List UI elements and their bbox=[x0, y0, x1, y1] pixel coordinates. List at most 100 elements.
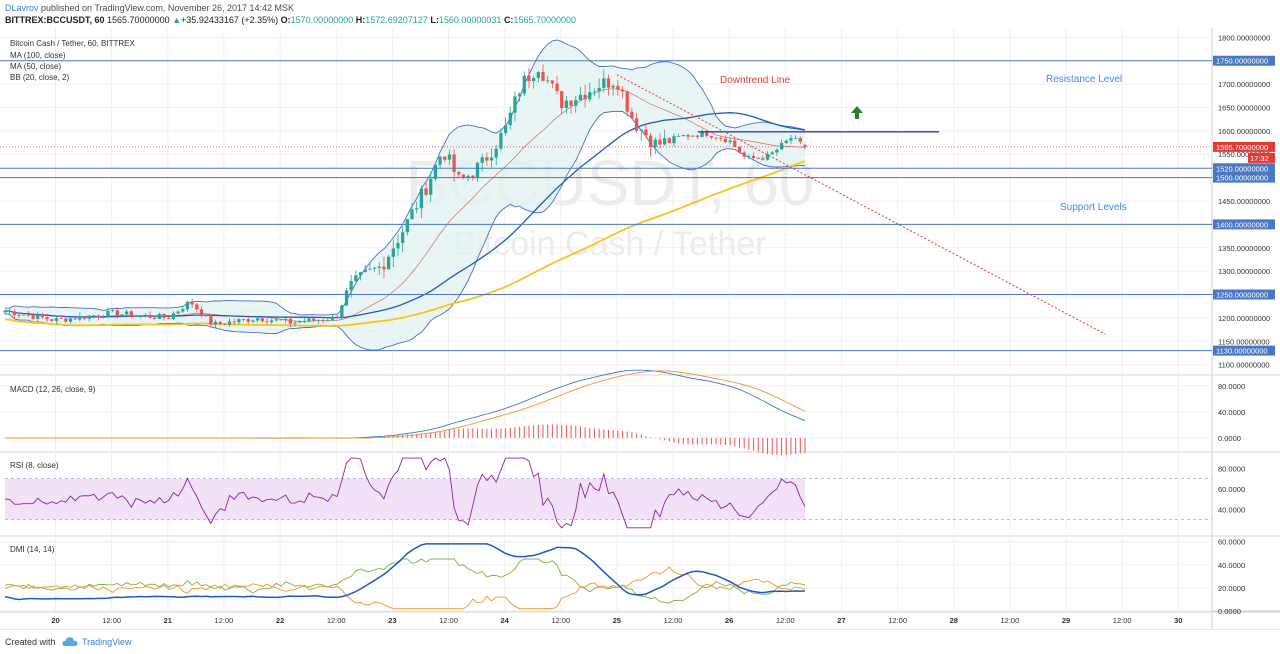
candle-body bbox=[723, 138, 728, 143]
watermark-name: Bitcoin Cash / Tether bbox=[453, 225, 766, 263]
candle-body bbox=[298, 321, 302, 323]
candle-body bbox=[471, 175, 475, 178]
candle-body bbox=[648, 135, 653, 147]
candle-body bbox=[218, 321, 222, 324]
candle-body bbox=[335, 316, 339, 318]
candle-body bbox=[663, 138, 667, 145]
candle-body bbox=[120, 314, 124, 317]
rsi-axis-label: 60.0000 bbox=[1218, 485, 1245, 494]
up-arrow-icon: ▲ bbox=[172, 15, 182, 25]
candle-body bbox=[148, 314, 152, 318]
candle-body bbox=[274, 319, 278, 321]
candle-body bbox=[770, 152, 774, 155]
candle-body bbox=[700, 131, 704, 137]
candle-body bbox=[386, 256, 391, 270]
candle-body bbox=[686, 134, 690, 137]
macd-axis-label: 40.0000 bbox=[1218, 408, 1245, 417]
time-axis-label: 12:00 bbox=[215, 616, 234, 625]
candle-body bbox=[630, 111, 634, 119]
ma100-line bbox=[4, 160, 806, 327]
candle-body bbox=[288, 318, 293, 324]
candle-body bbox=[751, 155, 756, 158]
candle-body bbox=[574, 100, 578, 106]
candle-body bbox=[705, 131, 709, 136]
price-axis-label: 1650.00000000 bbox=[1218, 103, 1270, 112]
candle-body bbox=[232, 321, 236, 323]
candle-body bbox=[36, 314, 40, 319]
candle-body bbox=[167, 317, 171, 319]
level-price-tag bbox=[1213, 172, 1275, 183]
time-axis-label: 27 bbox=[837, 616, 845, 625]
chart-header: DLavrov published on TradingView.com, No… bbox=[0, 0, 1280, 28]
candle-body bbox=[129, 311, 133, 317]
candle-body bbox=[508, 112, 512, 126]
time-axis-label: 12:00 bbox=[439, 616, 458, 625]
candle-body bbox=[106, 310, 110, 318]
close-label: C: bbox=[503, 15, 514, 25]
publish-info: DLavrov published on TradingView.com, No… bbox=[5, 3, 294, 13]
adx-line bbox=[4, 543, 806, 601]
candle-body bbox=[532, 77, 536, 82]
time-axis-label: 24 bbox=[500, 616, 509, 625]
time-axis-label: 12:00 bbox=[1113, 616, 1132, 625]
candle-body bbox=[50, 319, 54, 321]
candle-body bbox=[466, 175, 470, 178]
last-price: 1565.70000000 bbox=[107, 15, 170, 25]
candle-body bbox=[401, 232, 405, 243]
candle-body bbox=[761, 158, 765, 160]
candle-body bbox=[592, 91, 597, 93]
tradingview-brand[interactable]: TradingView bbox=[82, 637, 132, 647]
dmi-axis-label: 40.0000 bbox=[1218, 561, 1245, 570]
candle-body bbox=[307, 318, 311, 322]
level-price-tag bbox=[1213, 219, 1275, 230]
candle-body bbox=[522, 75, 526, 94]
candle-body bbox=[45, 317, 49, 320]
ma100-legend: MA (100, close) bbox=[10, 51, 66, 60]
candle-body bbox=[658, 139, 662, 145]
candle-body bbox=[82, 316, 87, 319]
macd-signal-line bbox=[5, 370, 806, 439]
candle-body bbox=[54, 318, 59, 321]
resistance-annotation: Resistance Level bbox=[1046, 74, 1122, 85]
macd-axis-label: 80.0000 bbox=[1218, 382, 1245, 391]
rsi-axis-label: 40.0000 bbox=[1218, 505, 1245, 514]
candle-body bbox=[789, 138, 793, 141]
level-price-label: 1500.00000000 bbox=[1216, 174, 1268, 183]
candle-body bbox=[672, 136, 676, 144]
candle-body bbox=[415, 208, 419, 210]
footer: Created with TradingView bbox=[0, 629, 1280, 654]
time-axis-label: 12:00 bbox=[1001, 616, 1020, 625]
candle-body bbox=[372, 267, 377, 269]
time-axis-label: 29 bbox=[1062, 616, 1070, 625]
low-value: 1560.00000031 bbox=[438, 15, 502, 25]
current-price-label: 1565.70000000 bbox=[1216, 143, 1268, 152]
price-axis-label: 1800.00000000 bbox=[1218, 33, 1270, 42]
candle-body bbox=[550, 80, 554, 84]
dmi-axis-label: 20.0000 bbox=[1218, 584, 1245, 593]
open-value: 1570.00000000 bbox=[290, 15, 354, 25]
dmi-minus-line bbox=[4, 566, 806, 610]
time-axis-label: 12:00 bbox=[888, 616, 907, 625]
candle-body bbox=[260, 318, 264, 322]
candle-body bbox=[181, 309, 185, 312]
author-link[interactable]: DLavrov bbox=[5, 3, 39, 13]
rsi-line bbox=[4, 457, 806, 529]
candle-body bbox=[438, 156, 442, 165]
candle-body bbox=[620, 89, 625, 92]
candle-body bbox=[784, 140, 788, 144]
time-axis-label: 26 bbox=[725, 616, 733, 625]
time-axis-label: 28 bbox=[950, 616, 958, 625]
candle-body bbox=[377, 266, 381, 268]
level-price-tag bbox=[1213, 163, 1275, 174]
candle-body bbox=[747, 155, 751, 157]
candle-body bbox=[340, 305, 344, 318]
dmi-pane-title: DMI (14, 14) bbox=[10, 545, 55, 554]
candle-body bbox=[602, 78, 606, 88]
level-price-label: 1250.00000000 bbox=[1216, 291, 1268, 300]
time-axis-label: 30 bbox=[1174, 616, 1182, 625]
candle-body bbox=[171, 313, 176, 319]
candle-body bbox=[457, 172, 461, 175]
downtrend-line bbox=[616, 74, 1106, 335]
candle-body bbox=[527, 75, 531, 82]
